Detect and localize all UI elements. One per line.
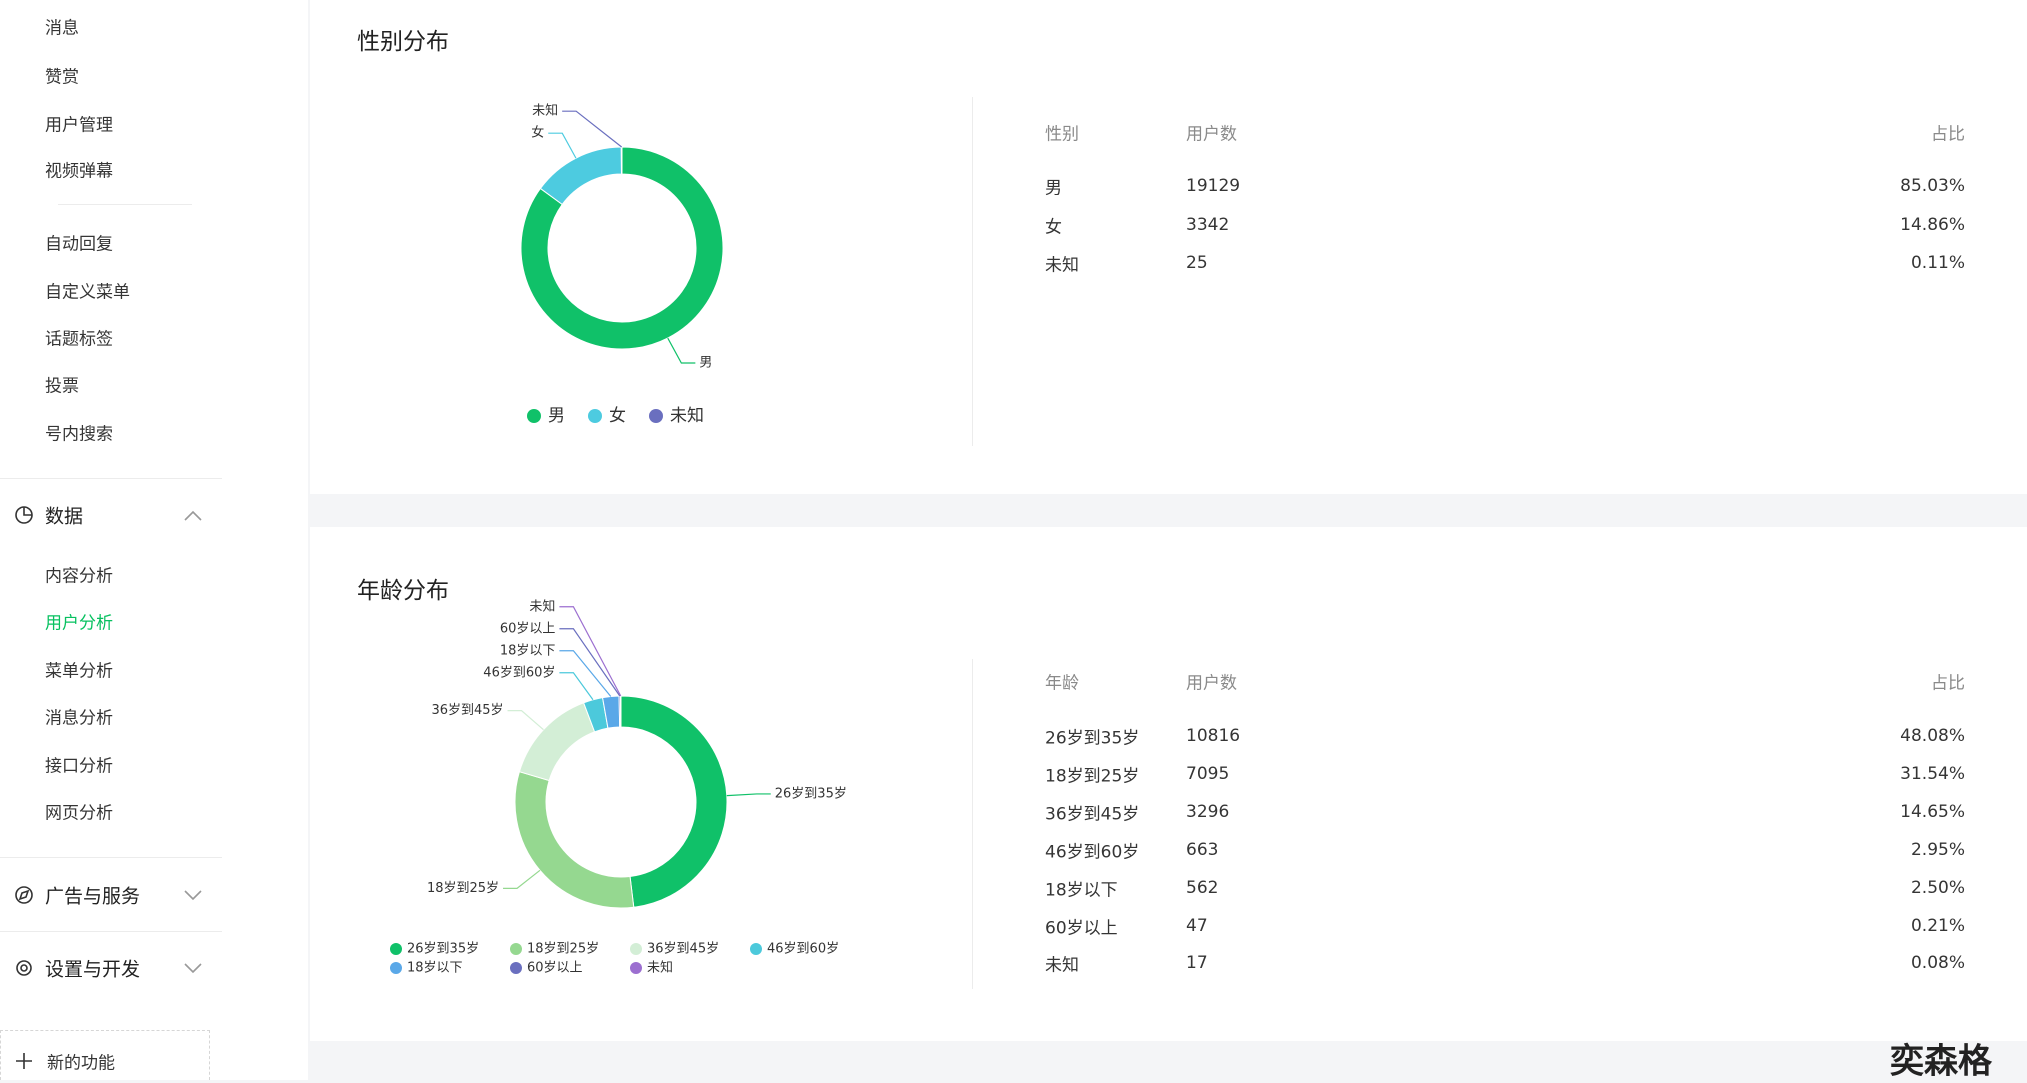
table-cell: 562 xyxy=(1186,877,1219,898)
divider xyxy=(972,659,973,989)
menu-footer[interactable]: 新的功能 xyxy=(47,1053,115,1074)
table-cell: 3342 xyxy=(1186,214,1230,235)
settings-icon xyxy=(16,960,32,976)
table-cell: 2.95% xyxy=(1910,839,1965,860)
table-header: 年龄 xyxy=(1045,673,1079,694)
menu-item[interactable]: 用户管理 xyxy=(45,115,113,136)
menu-item[interactable]: 网页分析 xyxy=(45,803,113,824)
table-cell: 60岁以上 xyxy=(1045,918,1118,938)
age-card xyxy=(310,527,2027,1041)
table-cell: 18岁以下 xyxy=(1045,880,1118,901)
divider xyxy=(972,97,973,446)
menu-item[interactable]: 视频弹幕 xyxy=(45,161,113,182)
watermark: 奕森格 xyxy=(1890,1041,1992,1082)
gender-card xyxy=(310,0,2027,494)
table-cell: 7095 xyxy=(1186,763,1230,784)
chevron-down xyxy=(184,963,202,974)
table-header: 用户数 xyxy=(1186,124,1237,145)
menu-group[interactable]: 数据 xyxy=(45,505,84,528)
table-cell: 663 xyxy=(1186,839,1219,860)
table-cell: 0.11% xyxy=(1910,253,1965,273)
chevron-up xyxy=(184,510,202,521)
menu-item[interactable]: 接口分析 xyxy=(45,756,113,777)
table-cell: 女 xyxy=(1045,217,1062,237)
table-cell: 26岁到35岁 xyxy=(1045,728,1140,749)
sidebar xyxy=(0,0,308,1080)
table-cell: 14.86% xyxy=(1900,214,1965,235)
table-cell: 46岁到60岁 xyxy=(1045,842,1140,863)
ad-icon xyxy=(15,886,33,904)
menu-item[interactable]: 自定义菜单 xyxy=(45,282,130,303)
table-cell: 48.08% xyxy=(1900,726,1965,746)
menu-item[interactable]: 消息分析 xyxy=(45,708,113,729)
sidebar-icons xyxy=(15,506,202,1069)
menu-item[interactable]: 号内搜索 xyxy=(45,424,113,445)
menu-item[interactable]: 消息 xyxy=(45,18,79,39)
menu-group[interactable]: 设置与开发 xyxy=(45,958,141,981)
data-icon xyxy=(23,507,32,516)
menu-item[interactable]: 投票 xyxy=(45,376,79,397)
section-title: 性别分布 xyxy=(357,29,449,55)
table-cell: 25 xyxy=(1186,253,1208,273)
menu-item[interactable]: 话题标签 xyxy=(45,329,113,350)
section-title: 年龄分布 xyxy=(357,578,449,604)
table-header: 用户数 xyxy=(1186,673,1237,694)
table-header: 性别 xyxy=(1045,124,1079,145)
ad-icon xyxy=(18,889,30,901)
menu-item[interactable]: 赞赏 xyxy=(45,67,79,88)
table-header: 占比 xyxy=(1931,673,1965,694)
menu-group[interactable]: 广告与服务 xyxy=(45,885,141,908)
table-cell: 10816 xyxy=(1186,726,1241,746)
table-cell: 17 xyxy=(1186,953,1208,974)
table-cell: 0.08% xyxy=(1910,953,1965,974)
table-cell: 0.21% xyxy=(1910,915,1965,936)
divider xyxy=(0,478,222,479)
table-cell: 男 xyxy=(1045,178,1062,199)
divider xyxy=(0,931,222,932)
plus-icon xyxy=(16,1053,32,1069)
table-header: 占比 xyxy=(1931,124,1965,145)
chevron-down xyxy=(184,890,202,901)
table-cell: 14.65% xyxy=(1900,801,1965,822)
menu-item[interactable]: 自动回复 xyxy=(45,234,113,255)
table-cell: 18岁到25岁 xyxy=(1045,766,1140,787)
table-cell: 36岁到45岁 xyxy=(1045,804,1140,825)
settings-icon xyxy=(20,964,28,972)
table-cell: 未知 xyxy=(1045,255,1079,276)
menu-item[interactable]: 菜单分析 xyxy=(45,661,113,682)
table-cell: 19129 xyxy=(1186,176,1241,196)
table-cell: 47 xyxy=(1186,915,1208,936)
menu-item[interactable]: 用户分析 xyxy=(45,613,113,634)
menu-item[interactable]: 内容分析 xyxy=(45,566,113,587)
table-cell: 85.03% xyxy=(1900,176,1965,196)
table-cell: 2.50% xyxy=(1910,877,1965,898)
footer-box xyxy=(0,1030,210,1080)
divider xyxy=(58,204,192,205)
table-cell: 31.54% xyxy=(1900,763,1965,784)
table-cell: 3296 xyxy=(1186,801,1230,822)
divider xyxy=(0,857,222,858)
table-cell: 未知 xyxy=(1045,955,1079,976)
